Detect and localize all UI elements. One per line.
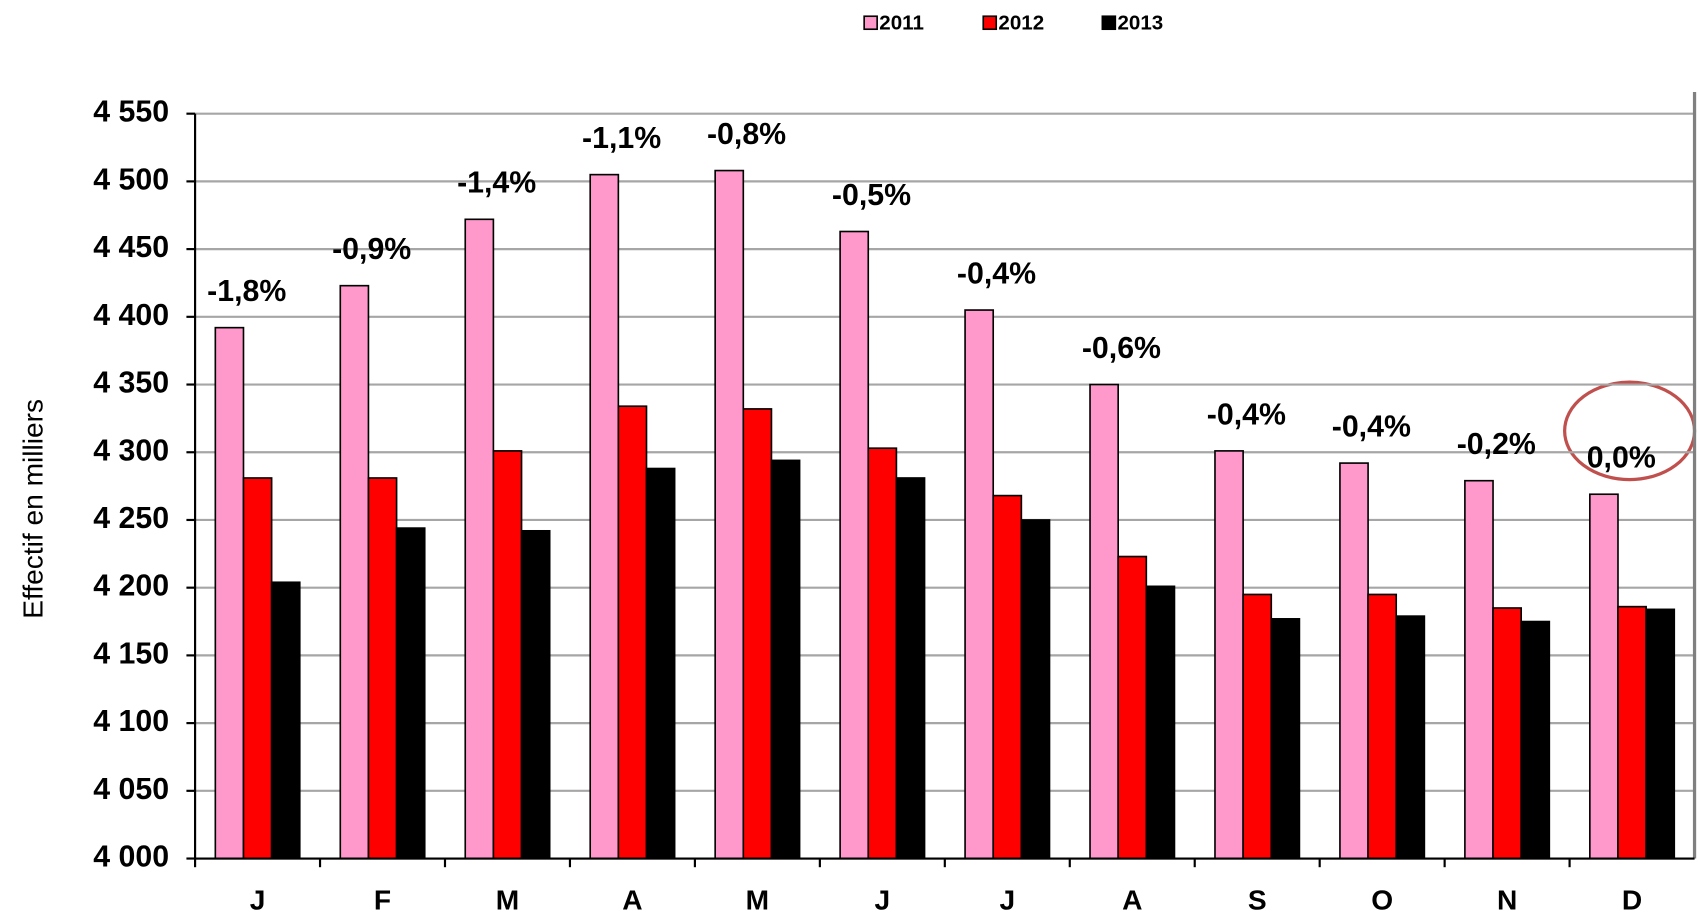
annotation: -0,5% [832,179,911,212]
x-tick-label: D [1622,884,1642,915]
bar [1589,493,1619,860]
y-tick-label: 4 000 [93,841,169,874]
bar [867,447,898,860]
annotation: -0,4% [1332,410,1411,443]
annotation: -0,9% [332,233,411,266]
x-tick-label: F [374,884,391,915]
x-tick-label: S [1248,884,1267,915]
y-tick-label: 4 350 [93,367,169,400]
x-tick-label: M [496,884,519,915]
bar [520,529,551,860]
bar [395,527,426,860]
bar [1520,620,1551,860]
x-tick-label: A [1122,884,1142,915]
x-tick-label: M [746,884,769,915]
annotation: -0,4% [1207,398,1286,431]
bar [270,581,301,860]
bar [992,494,1023,860]
bar [964,309,995,860]
y-tick-label: 4 400 [93,299,169,332]
annotation: -1,4% [457,167,536,200]
bar [1367,593,1398,860]
bar [1492,607,1522,860]
annotation: -0,4% [957,257,1036,290]
bar [1020,519,1051,860]
bar [1395,615,1426,860]
bar [770,459,801,860]
annotation: -1,1% [582,122,661,155]
bar [839,230,870,860]
bar [1270,618,1301,860]
bar [1645,608,1676,860]
annotation: 0,0% [1587,442,1656,475]
bar [589,173,620,860]
x-tick-label: J [250,884,266,915]
bar [464,218,495,860]
bar [617,405,648,860]
annotation: -0,8% [707,118,786,151]
bar [214,326,245,860]
bar [1117,555,1148,860]
y-tick-label: 4 550 [93,96,169,129]
bar [492,450,523,860]
y-tick-label: 4 050 [93,773,169,806]
y-tick-label: 4 100 [93,705,169,738]
bar [339,284,370,860]
bar [1089,383,1119,860]
y-tick-label: 4 250 [93,502,169,535]
x-tick-label: J [875,884,891,915]
annotation: -0,6% [1082,332,1161,365]
legend-swatch [1101,15,1117,31]
bar [1339,462,1369,860]
bar [1242,593,1273,860]
bar [242,477,273,860]
bar [742,408,773,860]
bar [1617,605,1647,860]
annotation: -1,8% [207,275,286,308]
x-tick-label: O [1371,884,1393,915]
y-tick-label: 4 200 [93,570,169,603]
y-tick-label: 4 300 [93,434,169,467]
legend-label: 2011 [879,11,924,34]
legend-label: 2012 [998,11,1044,34]
x-tick-label: A [622,884,642,915]
bar [895,477,926,860]
y-tick-label: 4 500 [93,163,169,196]
bar [1214,450,1244,860]
y-axis-label: Effectif en milliers [17,399,48,619]
y-tick-label: 4 450 [93,231,169,264]
bar [645,467,676,860]
bar [367,477,398,860]
legend-label: 2013 [1117,11,1163,34]
bar [1145,585,1176,860]
bar [1464,479,1494,860]
legend-swatch [863,15,878,31]
x-tick-label: J [999,884,1015,915]
bar [714,169,745,860]
annotation: -0,2% [1457,428,1536,461]
legend-swatch [982,15,998,31]
y-tick-label: 4 150 [93,637,169,670]
x-tick-label: N [1497,884,1517,915]
